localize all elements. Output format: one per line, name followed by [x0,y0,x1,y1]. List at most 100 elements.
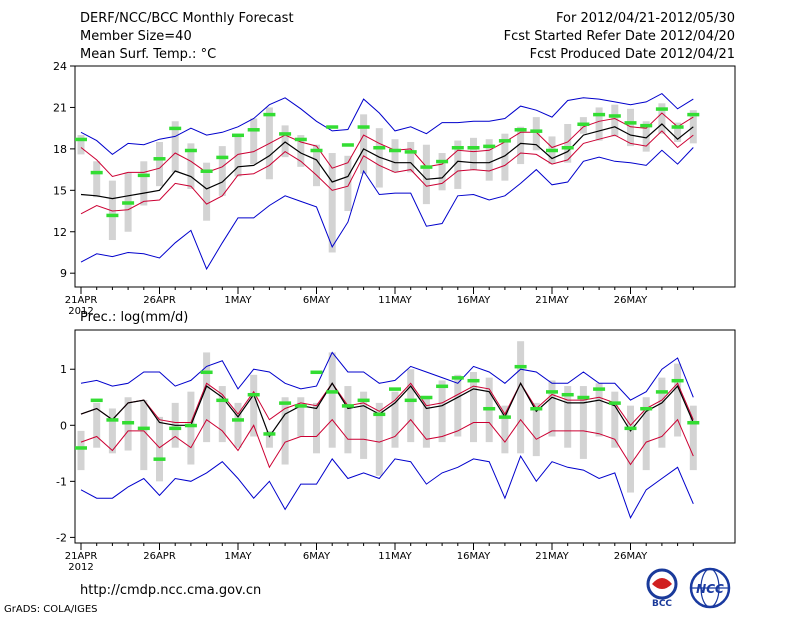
temp-ytick-label: 24 [53,60,67,73]
prec-ensemble-box [140,400,148,471]
prec-ensemble-box [234,402,242,448]
temp-ensemble-box [77,135,85,155]
prec-ytick-label: -2 [56,531,67,544]
temp-ensemble-box [360,114,368,174]
temp-observed-dash [294,137,307,142]
temp-observed-dash [263,112,276,117]
prec-observed-dash [467,378,480,383]
grads-credit: GrADS: COLA/IGES [4,604,98,615]
prec-ensemble-box [313,402,320,454]
temp-observed-dash [137,173,150,178]
prec-ensemble-box [611,391,619,448]
prec-observed-dash [75,446,87,450]
temp-ensemble-box [93,161,101,198]
temp-observed-dash [593,112,606,117]
prec-xtick-label: 21APR [65,551,98,562]
header-right-1: For 2012/04/21-2012/05/30 [556,11,735,26]
prec-observed-dash [294,404,307,408]
temp-ensemble-box [470,137,477,170]
prec-ensemble-box [297,397,305,437]
temp-ensemble-box [517,126,525,165]
temp-xtick-label: 21APR [65,295,98,306]
header-line-1: DERF/NCC/BCC Monthly Forecast [80,11,294,26]
temp-observed-dash [169,126,182,131]
prec-ensemble-box [250,374,258,437]
temp-ytick-label: 9 [60,267,67,280]
prec-observed-dash [341,404,354,408]
temp-ensemble-box [328,153,336,253]
temp-observed-dash [106,213,119,218]
temp-observed-dash [326,125,339,129]
prec-ensemble-box [658,377,666,448]
temp-observed-dash [640,123,653,128]
temp-plus-sd-line [80,112,694,178]
prec-max-line [80,351,694,401]
temp-observed-dash [561,145,574,150]
header-line-3: Mean Surf. Temp.: °C [80,47,217,62]
temp-ensemble-box [187,143,195,189]
temp-ensemble-box [234,135,242,177]
temp-ensemble-box [674,122,682,142]
temp-observed-dash [200,169,213,173]
prec-observed-dash [451,376,464,380]
prec-observed-dash [153,457,166,461]
prec-observed-dash [232,418,244,422]
prec-observed-dash [608,401,621,405]
temp-ensemble-box [658,103,666,134]
prec-ensemble-box [438,380,446,443]
ncc-logo: NCC [689,567,731,609]
prec-ensemble-box [203,352,211,443]
prec-observed-dash [420,395,433,400]
prec-observed-dash [640,406,653,411]
temp-min-line [80,147,694,271]
prec-observed-dash [577,395,590,400]
prec-ytick-label: -1 [56,475,67,488]
temp-observed-dash [436,159,449,164]
footer-url[interactable]: http://cmdp.ncc.cma.gov.cn [80,583,262,598]
prec-plus-sd-line [80,382,694,427]
lower-chart-title: Prec.: log(mm/d) [80,310,189,325]
prec-observed-dash [655,390,668,394]
prec-observed-dash [200,370,213,375]
temp-ensemble-box [344,155,352,212]
prec-observed-dash [122,420,135,425]
temp-mean-line [80,123,694,200]
prec-observed-dash [483,406,496,411]
prec-mean-line [80,381,694,438]
prec-observed-dash [389,387,401,391]
temp-observed-dash [404,150,417,154]
prec-observed-dash [279,401,292,405]
temp-observed-dash [184,148,197,153]
temp-max-line [80,92,694,156]
prec-observed-dash [436,384,449,389]
temp-observed-dash [420,165,433,169]
temp-observed-dash [546,148,558,153]
temp-ensemble-box [642,121,650,152]
temp-ensemble-box [250,118,258,165]
prec-ensemble-box [627,405,634,493]
temp-ytick-label: 18 [53,143,67,156]
prec-ensemble-box [108,408,116,454]
prec-ensemble-box [156,416,163,482]
prec-observed-dash [561,392,574,397]
temp-xtick-label: 21MAY [535,295,569,306]
temp-ensemble-box [438,153,446,191]
temp-ensemble-box [627,108,634,147]
temp-observed-dash [687,112,700,117]
prec-observed-dash [263,432,276,436]
prec-xtick-label: 6MAY [303,551,331,562]
temp-ensemble-box [689,110,697,144]
temp-observed-dash [357,125,370,129]
prec-observed-dash [106,418,119,422]
temp-ensemble-box [203,162,211,221]
prec-min-line [80,454,694,520]
temp-observed-dash [483,144,496,149]
prec-ensemble-box [689,405,697,471]
prec-ensemble-box [328,352,336,448]
temp-ensemble-box [407,141,415,173]
temp-ensemble-box [375,128,383,188]
prec-observed-dash [671,378,684,383]
prec-observed-dash [498,415,511,419]
